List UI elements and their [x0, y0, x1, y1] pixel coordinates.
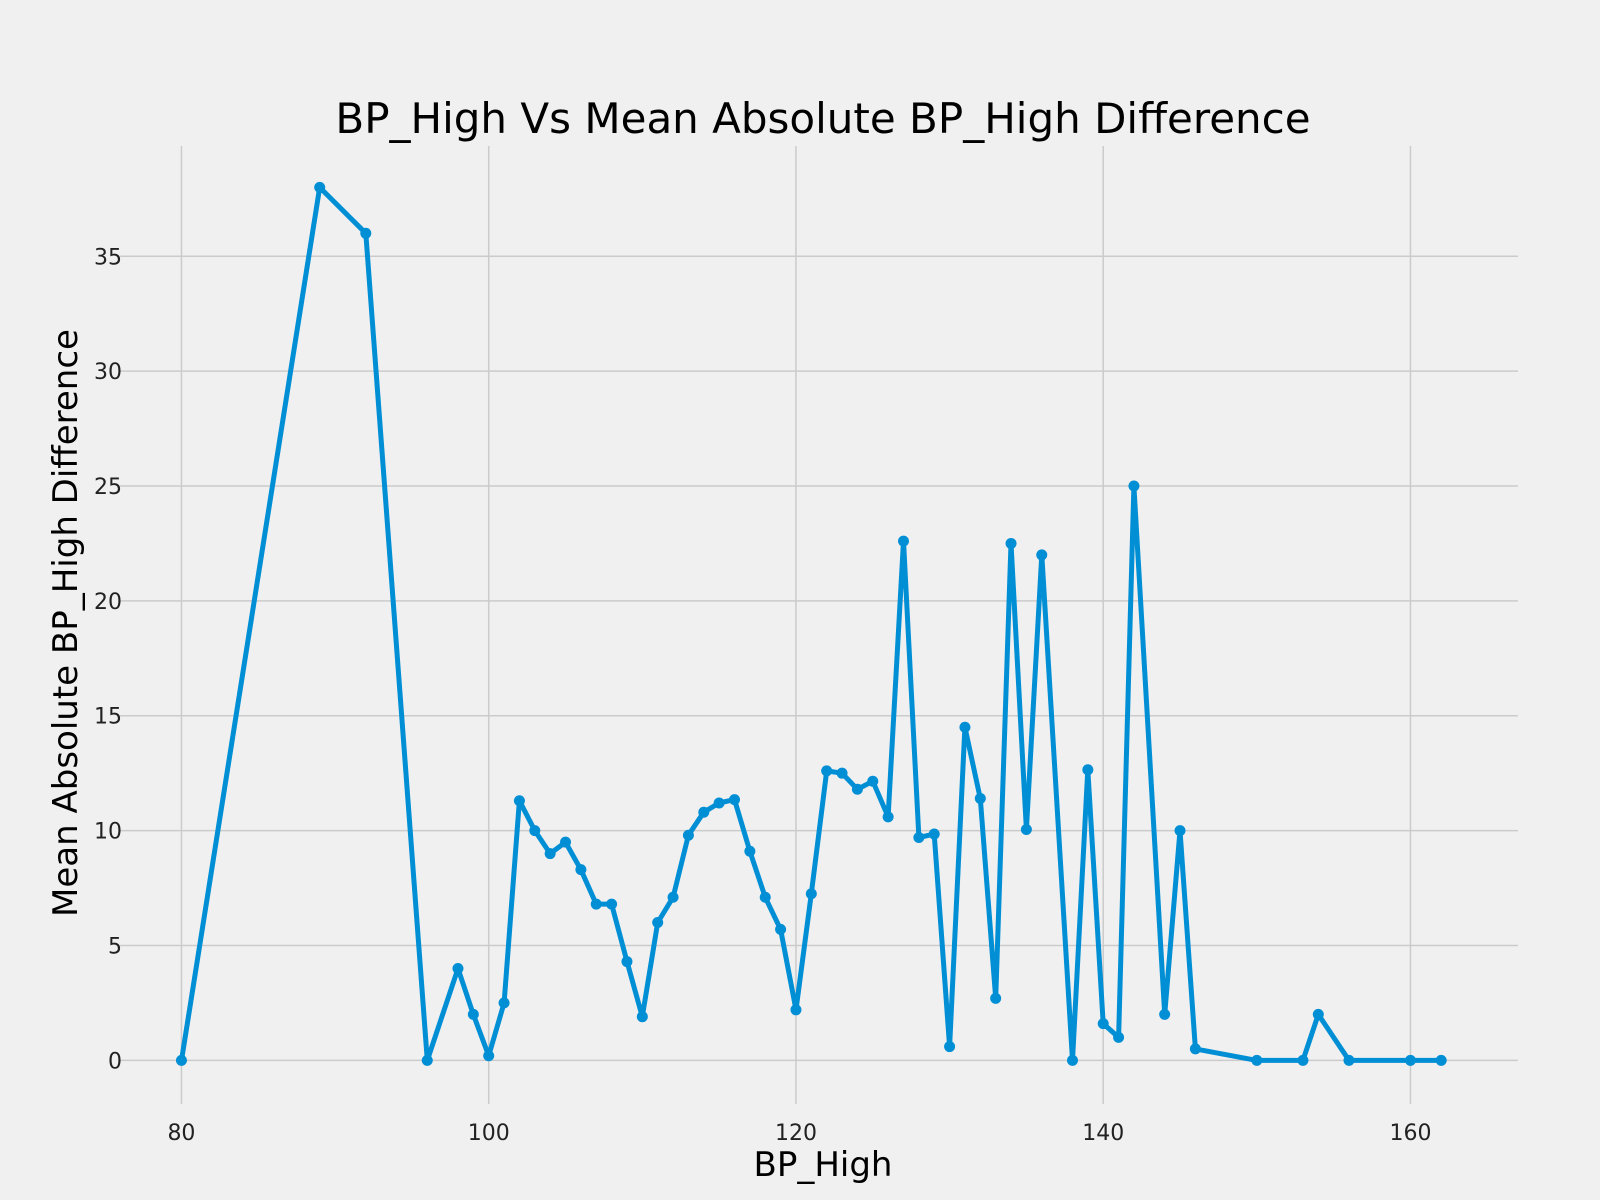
data-point: [882, 811, 894, 823]
y-tick-label: 20: [94, 590, 122, 615]
data-point: [713, 797, 725, 809]
data-point: [928, 828, 940, 840]
data-point: [544, 848, 556, 860]
data-series: [175, 181, 1447, 1066]
grid-lines: [120, 146, 1518, 1104]
data-point: [1174, 825, 1186, 837]
data-point: [529, 825, 541, 837]
data-point: [682, 829, 694, 841]
x-tick-label: 100: [468, 1121, 510, 1146]
data-point: [821, 765, 833, 777]
data-point: [1005, 537, 1017, 549]
data-point: [1113, 1031, 1125, 1043]
data-point: [867, 775, 879, 787]
data-point: [836, 767, 848, 779]
data-point: [1251, 1054, 1263, 1066]
data-point: [483, 1050, 495, 1062]
y-tick-label: 5: [108, 934, 122, 959]
data-point: [1189, 1043, 1201, 1055]
data-point: [959, 721, 971, 733]
data-point: [1297, 1054, 1309, 1066]
y-axis-label: Mean Absolute BP_High Difference: [46, 329, 86, 917]
y-tick-labels: 0 5 10 15 20 25 30 35: [94, 245, 122, 1074]
data-point: [1435, 1054, 1447, 1066]
data-point: [560, 836, 572, 848]
data-point: [1128, 480, 1140, 492]
data-point: [805, 888, 817, 900]
data-point: [729, 794, 741, 806]
data-point: [897, 535, 909, 547]
data-point: [1343, 1054, 1355, 1066]
x-tick-labels: 80 100 120 140 160: [167, 1121, 1431, 1146]
data-point: [652, 917, 664, 929]
data-point: [667, 891, 679, 903]
data-point: [636, 1011, 648, 1023]
x-axis-label: BP_High: [754, 1145, 893, 1185]
data-point: [698, 806, 710, 818]
data-point: [851, 783, 863, 795]
data-point: [360, 227, 372, 239]
data-point: [1312, 1008, 1324, 1020]
data-point: [1036, 549, 1048, 561]
y-tick-label: 15: [94, 705, 122, 730]
data-point: [621, 956, 633, 968]
data-point: [467, 1008, 479, 1020]
data-point: [944, 1041, 956, 1053]
data-point: [1066, 1054, 1078, 1066]
data-point: [1159, 1008, 1171, 1020]
data-point: [1404, 1054, 1416, 1066]
data-point: [1020, 823, 1032, 835]
y-tick-label: 25: [94, 475, 122, 500]
data-point: [744, 845, 756, 857]
x-tick-label: 120: [775, 1121, 817, 1146]
data-point: [790, 1004, 802, 1016]
data-point: [1097, 1018, 1109, 1030]
data-point: [421, 1054, 433, 1066]
x-tick-label: 80: [167, 1121, 195, 1146]
data-point: [590, 898, 602, 910]
data-point: [452, 962, 464, 974]
data-point: [759, 891, 771, 903]
y-tick-label: 10: [94, 820, 122, 845]
data-point: [175, 1054, 187, 1066]
chart-title: BP_High Vs Mean Absolute BP_High Differe…: [335, 94, 1310, 143]
y-tick-label: 30: [94, 360, 122, 385]
x-tick-label: 140: [1082, 1121, 1124, 1146]
data-point: [775, 923, 787, 935]
data-point: [990, 992, 1002, 1004]
data-point: [498, 997, 510, 1009]
data-point: [913, 832, 925, 844]
y-tick-label: 0: [108, 1049, 122, 1074]
data-point: [314, 181, 326, 193]
y-tick-label: 35: [94, 245, 122, 270]
data-point: [513, 795, 525, 807]
data-point: [575, 864, 587, 876]
x-tick-label: 160: [1389, 1121, 1431, 1146]
data-point: [1082, 764, 1094, 776]
data-point: [974, 792, 986, 804]
data-point: [606, 898, 618, 910]
